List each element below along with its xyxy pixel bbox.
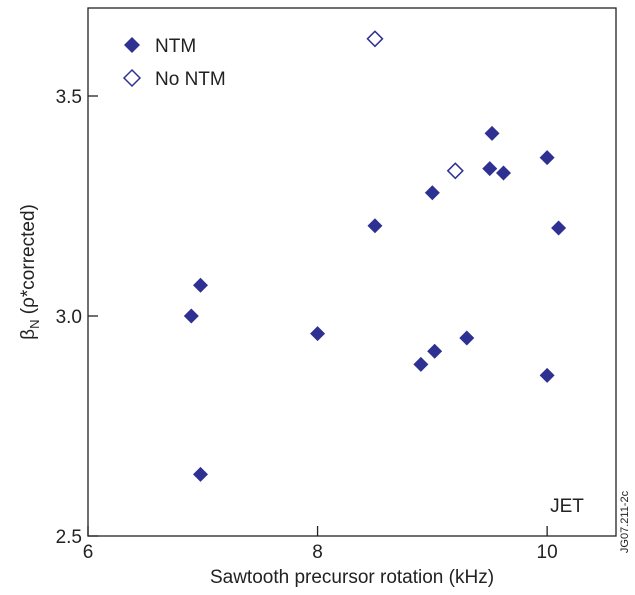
data-points	[183, 30, 567, 482]
ntm-point	[539, 150, 555, 166]
y-tick-label: 3.0	[56, 307, 82, 328]
ntm-point	[459, 330, 475, 346]
ntm-point	[496, 165, 512, 181]
x-tick-label: 6	[83, 542, 94, 563]
ntm-point	[424, 185, 440, 201]
ntm-point	[551, 220, 567, 236]
legend-marker-ntm	[124, 37, 140, 53]
ntm-point	[192, 466, 208, 482]
x-tick-label: 10	[537, 542, 558, 563]
ntm-point	[482, 161, 498, 177]
y-axis-label-sub: N	[27, 320, 42, 329]
no-ntm-point	[366, 30, 384, 48]
legend: NTM No NTM	[122, 36, 226, 90]
legend-label-ntm: NTM	[155, 36, 196, 57]
ntm-point	[413, 356, 429, 372]
y-tick-label: 2.5	[56, 527, 82, 548]
ntm-point	[427, 343, 443, 359]
ntm-point	[310, 326, 326, 342]
ntm-point	[484, 125, 500, 141]
legend-label-no-ntm: No NTM	[155, 69, 226, 90]
y-axis-label: βN (ρ*corrected)	[18, 204, 42, 340]
y-axis-label-rest: (ρ*corrected)	[18, 204, 39, 319]
figure-code: JG07.211-2c	[619, 490, 631, 553]
ntm-point	[539, 367, 555, 383]
legend-marker-no-ntm	[122, 68, 142, 88]
ntm-point	[367, 218, 383, 234]
jet-annotation: JET	[550, 496, 584, 517]
y-tick-label: 3.5	[56, 87, 82, 108]
plot-frame	[87, 7, 617, 537]
y-axis-label-main: β	[18, 329, 39, 340]
x-axis-label: Sawtooth precursor rotation (kHz)	[210, 567, 494, 588]
y-axis-ticks: 2.5 3.0 3.5	[56, 87, 98, 548]
no-ntm-point	[446, 162, 464, 180]
x-axis-ticks: 6 8 10	[83, 526, 558, 563]
ntm-point	[183, 308, 199, 324]
x-tick-label: 8	[312, 542, 323, 563]
ntm-point	[192, 277, 208, 293]
